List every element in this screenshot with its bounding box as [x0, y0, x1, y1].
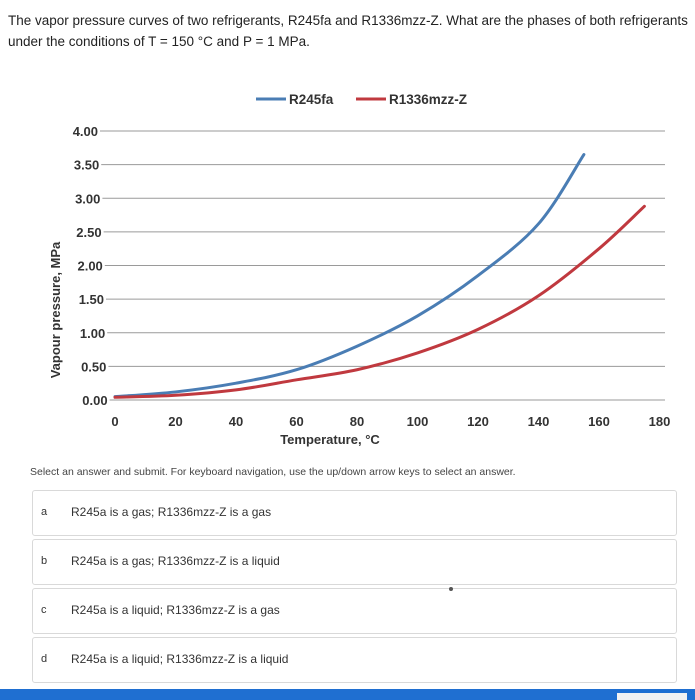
x-tick-label: 180: [649, 414, 671, 429]
x-tick-label: 20: [168, 414, 182, 429]
y-tick-label: 3.50: [74, 158, 99, 173]
y-tick-label: 0.00: [82, 393, 107, 408]
submit-button-edge[interactable]: [617, 693, 687, 700]
instructions-text: Select an answer and submit. For keyboar…: [30, 466, 516, 478]
x-tick-label: 40: [229, 414, 243, 429]
y-tick-label: 0.50: [81, 359, 106, 374]
bottom-bar: [0, 689, 695, 700]
x-tick-label: 0: [111, 414, 118, 429]
legend-label-r1336mzz: R1336mzz-Z: [389, 92, 467, 107]
x-tick-labels: 0 20 40 60 80 100 120 140 160 180: [111, 414, 670, 429]
legend-label-r245fa: R245fa: [289, 92, 334, 107]
x-axis-title: Temperature, °C: [280, 432, 380, 447]
series-line-r245fa: [113, 153, 586, 399]
y-tick-labels: 0.00 0.50 1.00 1.50 2.00 2.50 3.00 3.50 4.00: [73, 124, 108, 408]
y-tick-label: 1.50: [79, 292, 104, 307]
vapor-pressure-chart: R245fa R1336mzz-Z 0.00 0.50 1.00 1.50 2.00 2.…: [48, 92, 670, 447]
y-tick-label: 4.00: [73, 124, 98, 139]
option-text: R245a is a gas; R1336mzz-Z is a gas: [71, 505, 272, 519]
series-lines: [113, 153, 646, 399]
option-text: R245a is a liquid; R1336mzz-Z is a liqui…: [71, 652, 289, 666]
legend: R245fa R1336mzz-Z: [256, 92, 467, 107]
series-line-r1336mzz-z: [113, 204, 646, 399]
x-tick-label: 100: [407, 414, 429, 429]
option-letter: b: [41, 555, 48, 567]
option-text: R245a is a gas; R1336mzz-Z is a liquid: [71, 554, 280, 568]
option-letter: a: [41, 506, 48, 518]
stray-dot: [449, 587, 453, 591]
option-text: R245a is a liquid; R1336mzz-Z is a gas: [71, 603, 280, 617]
x-tick-label: 80: [350, 414, 364, 429]
y-tick-label: 1.00: [80, 326, 105, 341]
x-tick-label: 140: [528, 414, 550, 429]
answer-option-c[interactable]: c R245a is a liquid; R1336mzz-Z is a gas: [32, 588, 677, 634]
x-tick-label: 60: [289, 414, 303, 429]
x-tick-label: 160: [588, 414, 610, 429]
option-letter: c: [41, 604, 47, 616]
answer-option-b[interactable]: b R245a is a gas; R1336mzz-Z is a liquid: [32, 539, 677, 585]
answer-option-a[interactable]: a R245a is a gas; R1336mzz-Z is a gas: [32, 490, 677, 536]
y-tick-label: 2.50: [76, 225, 101, 240]
question-text: The vapor pressure curves of two refrige…: [8, 13, 688, 49]
y-tick-label: 2.00: [77, 259, 102, 274]
answer-option-d[interactable]: d R245a is a liquid; R1336mzz-Z is a liq…: [32, 637, 677, 683]
y-axis-title: Vapour pressure, MPa: [48, 241, 63, 378]
option-letter: d: [41, 653, 48, 665]
x-tick-label: 120: [467, 414, 489, 429]
y-tick-label: 3.00: [75, 191, 100, 206]
